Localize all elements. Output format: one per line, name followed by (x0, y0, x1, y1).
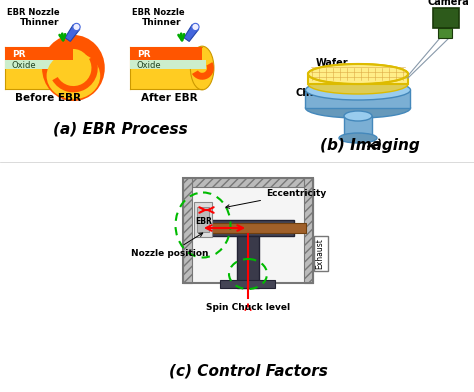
Text: Thinner: Thinner (20, 18, 60, 27)
Bar (194, 202, 212, 237)
Text: Nozzle position: Nozzle position (131, 233, 209, 258)
Wedge shape (52, 56, 98, 93)
Ellipse shape (46, 53, 100, 99)
Text: (c) Control Factors: (c) Control Factors (169, 364, 328, 379)
Text: (b) Imaging: (b) Imaging (320, 138, 420, 153)
Bar (202, 220, 294, 236)
Bar (237, 236, 259, 288)
Ellipse shape (306, 80, 410, 100)
Text: Oxide: Oxide (12, 61, 36, 70)
Text: PR: PR (12, 50, 26, 59)
Bar (304, 178, 313, 283)
Text: Spin Chuck level: Spin Chuck level (206, 303, 290, 312)
Text: Wafer: Wafer (316, 58, 348, 68)
Bar (183, 178, 313, 187)
Text: Exhaust: Exhaust (315, 238, 324, 269)
Text: Chuck: Chuck (296, 88, 329, 98)
Bar (183, 178, 192, 283)
Polygon shape (65, 25, 80, 42)
Text: After EBR: After EBR (141, 93, 198, 103)
Text: Thinner: Thinner (142, 18, 182, 27)
Bar (197, 207, 209, 232)
Ellipse shape (191, 46, 214, 90)
Bar (130, 47, 202, 60)
Text: PR: PR (137, 50, 151, 59)
Bar (5, 60, 76, 69)
Bar (5, 47, 73, 89)
Bar (196, 223, 306, 233)
Bar (308, 74, 408, 84)
Bar (130, 60, 206, 69)
Ellipse shape (306, 98, 410, 118)
Bar (5, 47, 73, 60)
Circle shape (192, 24, 199, 31)
Text: Oxide: Oxide (137, 61, 162, 70)
Ellipse shape (308, 64, 408, 84)
Bar (306, 90, 410, 108)
Text: Before EBR: Before EBR (15, 93, 81, 103)
Bar (308, 74, 408, 84)
Bar (433, 8, 459, 28)
Text: (a) EBR Process: (a) EBR Process (53, 121, 187, 136)
Ellipse shape (339, 133, 377, 143)
Ellipse shape (49, 42, 98, 94)
Bar (5, 47, 73, 60)
Text: Camera: Camera (428, 0, 470, 7)
Bar (192, 187, 304, 283)
Bar (220, 280, 275, 288)
Ellipse shape (344, 111, 372, 121)
Text: EBR Nozzle: EBR Nozzle (7, 8, 60, 17)
Text: EBR Nozzle: EBR Nozzle (132, 8, 185, 17)
Bar (314, 236, 328, 271)
Bar (130, 47, 202, 89)
Text: Eccentricity: Eccentricity (226, 189, 326, 208)
Ellipse shape (308, 74, 408, 94)
Bar (183, 178, 313, 283)
Polygon shape (184, 25, 199, 42)
Ellipse shape (309, 65, 407, 83)
Wedge shape (192, 62, 214, 80)
Text: EBR: EBR (195, 217, 212, 226)
Bar (438, 28, 452, 38)
Circle shape (73, 24, 80, 31)
Bar (344, 116, 372, 138)
